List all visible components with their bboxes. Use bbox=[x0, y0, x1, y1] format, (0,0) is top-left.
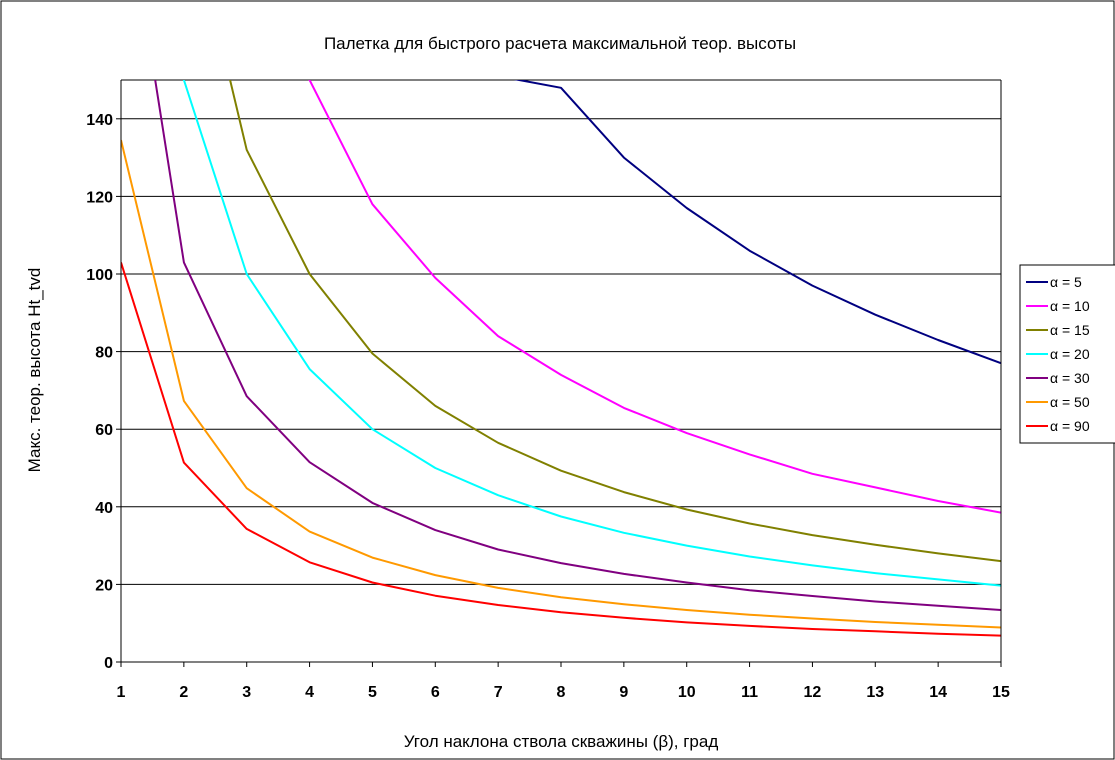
y-tick-label: 20 bbox=[95, 577, 113, 594]
x-axis-label: Угол наклона ствола скважины (β), град bbox=[404, 732, 719, 751]
grid-layer bbox=[121, 79, 1001, 662]
x-tick-label: 15 bbox=[992, 684, 1010, 701]
x-tick-label: 12 bbox=[804, 684, 822, 701]
series-line-1 bbox=[513, 80, 1001, 365]
y-tick-label: 80 bbox=[95, 345, 113, 362]
legend-entry: α = 30 bbox=[1050, 370, 1090, 386]
legend-entry: α = 50 bbox=[1050, 394, 1090, 410]
y-axis-label: Макс. теор. высота Ht_tvd bbox=[25, 268, 44, 473]
legend-entry: α = 15 bbox=[1050, 322, 1090, 338]
series-line-6 bbox=[121, 139, 1001, 629]
y-tick-label: 140 bbox=[86, 112, 113, 129]
legend-entry: α = 5 bbox=[1050, 274, 1082, 290]
series-line-3 bbox=[229, 80, 1001, 563]
chart-title: Палетка для быстрого расчета максимально… bbox=[324, 34, 796, 53]
legend-entry: α = 90 bbox=[1050, 418, 1090, 434]
x-tick-label: 5 bbox=[368, 684, 377, 701]
y-tick-label: 120 bbox=[86, 189, 113, 206]
x-tick-label: 3 bbox=[242, 684, 251, 701]
series-line-5 bbox=[154, 80, 1001, 611]
x-tick-label: 11 bbox=[741, 684, 758, 701]
x-tick-label: 6 bbox=[431, 684, 440, 701]
series-layer bbox=[121, 80, 1001, 637]
series-line-7 bbox=[121, 262, 1001, 637]
plot-area bbox=[121, 80, 1001, 662]
x-tick-label: 8 bbox=[557, 684, 566, 701]
y-tick-label: 40 bbox=[95, 500, 113, 517]
y-tick-label: 100 bbox=[86, 267, 113, 284]
legend: α = 5 α = 10 α = 15 α = 20 α = 30 α = 50 α = 9… bbox=[1019, 264, 1115, 444]
series-line-2 bbox=[308, 80, 1001, 514]
series-line-4 bbox=[182, 80, 1001, 587]
x-tick-label: 7 bbox=[494, 684, 503, 701]
x-tick-label: 1 bbox=[117, 684, 126, 701]
x-tick-label: 14 bbox=[929, 684, 947, 701]
x-tick-label: 4 bbox=[305, 684, 314, 701]
y-tick-label: 0 bbox=[104, 655, 113, 672]
x-tick-label: 2 bbox=[179, 684, 188, 701]
legend-entry: α = 20 bbox=[1050, 346, 1090, 362]
x-tick-label: 10 bbox=[678, 684, 696, 701]
legend-entry: α = 10 bbox=[1050, 298, 1090, 314]
x-tick-label: 13 bbox=[866, 684, 884, 701]
y-tick-label: 60 bbox=[95, 422, 113, 439]
x-tick-label: 9 bbox=[619, 684, 628, 701]
